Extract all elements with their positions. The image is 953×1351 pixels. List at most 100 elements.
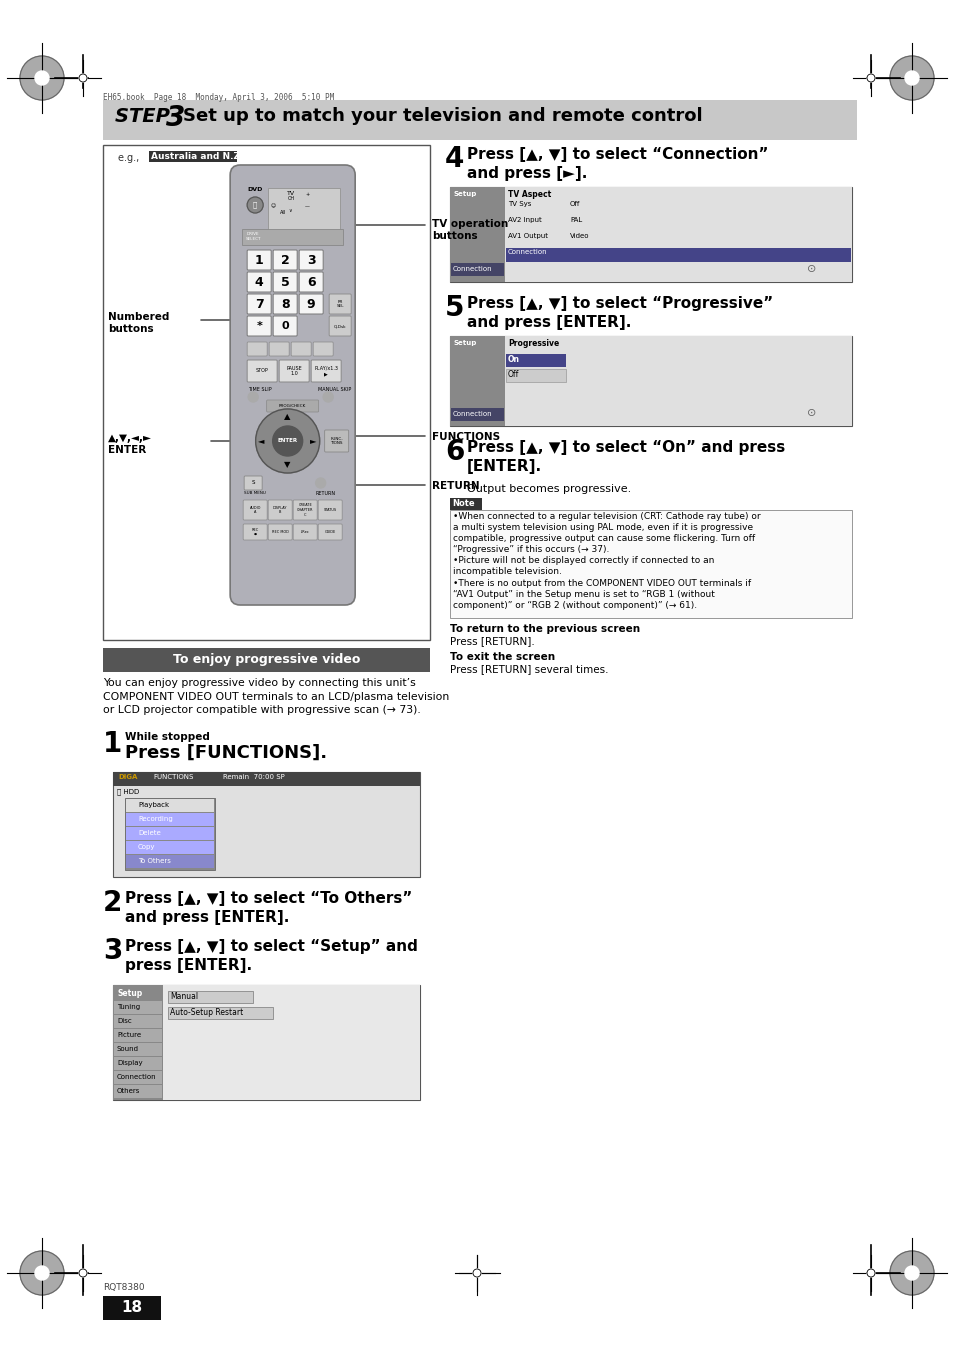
FancyBboxPatch shape xyxy=(242,230,343,245)
Circle shape xyxy=(35,1266,49,1279)
Text: TV Aspect: TV Aspect xyxy=(507,190,551,199)
Bar xyxy=(112,771,419,877)
FancyBboxPatch shape xyxy=(247,250,271,270)
Text: While stopped: While stopped xyxy=(125,732,210,742)
Text: 5: 5 xyxy=(280,276,289,289)
Text: STEP: STEP xyxy=(115,107,176,126)
FancyBboxPatch shape xyxy=(267,400,318,412)
Text: Connection: Connection xyxy=(507,249,547,255)
Bar xyxy=(450,186,504,282)
Text: GUIDE: GUIDE xyxy=(324,530,335,534)
Text: 6: 6 xyxy=(307,276,315,289)
Text: TV Sys: TV Sys xyxy=(507,201,531,207)
FancyBboxPatch shape xyxy=(273,272,296,292)
Text: All: All xyxy=(280,209,286,215)
Circle shape xyxy=(20,1251,64,1296)
Text: AV1 Output: AV1 Output xyxy=(507,232,547,239)
Text: RQT8380: RQT8380 xyxy=(103,1283,145,1292)
Text: Off: Off xyxy=(569,201,579,207)
Text: FUNC-
TIONS: FUNC- TIONS xyxy=(330,436,343,446)
Text: Setup: Setup xyxy=(454,190,476,197)
Text: Connection: Connection xyxy=(453,266,492,272)
Text: 4: 4 xyxy=(444,145,464,173)
Text: DRIVE: DRIVE xyxy=(246,232,258,236)
Text: To return to the previous screen: To return to the previous screen xyxy=(450,624,639,634)
FancyBboxPatch shape xyxy=(247,359,277,382)
Text: ENTER: ENTER xyxy=(277,439,297,443)
Circle shape xyxy=(79,74,87,82)
Text: STOP: STOP xyxy=(255,369,268,373)
Bar xyxy=(103,145,430,640)
Circle shape xyxy=(247,197,263,213)
FancyBboxPatch shape xyxy=(168,992,253,1002)
FancyBboxPatch shape xyxy=(299,295,323,313)
Bar xyxy=(504,186,851,282)
FancyBboxPatch shape xyxy=(244,476,262,490)
Text: ☺: ☺ xyxy=(270,203,275,207)
Text: Display: Display xyxy=(117,1061,143,1066)
Bar xyxy=(112,771,419,786)
Text: 1 Video: 1 Video xyxy=(569,249,596,255)
Text: S: S xyxy=(252,481,254,485)
Text: Tuning: Tuning xyxy=(117,1004,140,1011)
Text: 2: 2 xyxy=(103,889,122,917)
FancyBboxPatch shape xyxy=(168,1006,273,1019)
Text: Recording: Recording xyxy=(138,816,172,821)
Bar xyxy=(113,1043,162,1056)
Bar xyxy=(450,499,481,509)
Text: 7: 7 xyxy=(254,297,263,311)
FancyBboxPatch shape xyxy=(299,272,323,292)
Text: PLAY/x1.3
▶: PLAY/x1.3 ▶ xyxy=(314,366,337,377)
Text: Press [▲, ▼] to select “Setup” and
press [ENTER].: Press [▲, ▼] to select “Setup” and press… xyxy=(125,939,417,973)
Text: Australia and N.Z.: Australia and N.Z. xyxy=(151,153,243,161)
Text: ▲,▼,◄,►
ENTER: ▲,▼,◄,► ENTER xyxy=(108,434,152,454)
Bar xyxy=(113,1029,162,1042)
Bar xyxy=(451,263,503,276)
FancyBboxPatch shape xyxy=(324,430,348,453)
FancyBboxPatch shape xyxy=(313,342,333,357)
Text: STATUS: STATUS xyxy=(323,508,336,512)
Text: 4: 4 xyxy=(254,276,263,289)
Bar xyxy=(113,1071,162,1084)
Text: To Others: To Others xyxy=(138,858,171,865)
Text: ◄: ◄ xyxy=(258,436,265,446)
FancyBboxPatch shape xyxy=(273,316,296,336)
Text: Setup: Setup xyxy=(454,340,476,346)
Text: Set up to match your television and remote control: Set up to match your television and remo… xyxy=(183,107,702,126)
Text: Auto-Setup Restart: Auto-Setup Restart xyxy=(170,1008,243,1017)
Text: 2: 2 xyxy=(280,254,289,266)
FancyBboxPatch shape xyxy=(279,359,309,382)
Text: 3: 3 xyxy=(166,104,185,132)
Text: Press [▲, ▼] to select “Connection”
and press [►].: Press [▲, ▼] to select “Connection” and … xyxy=(467,147,768,181)
Text: Output becomes progressive.: Output becomes progressive. xyxy=(467,484,631,494)
Text: On: On xyxy=(507,355,519,363)
FancyBboxPatch shape xyxy=(268,524,292,540)
FancyBboxPatch shape xyxy=(230,165,355,605)
Text: 8: 8 xyxy=(280,297,289,311)
FancyBboxPatch shape xyxy=(273,250,296,270)
Text: Off: Off xyxy=(507,370,518,380)
FancyBboxPatch shape xyxy=(247,316,271,336)
FancyBboxPatch shape xyxy=(318,500,342,520)
Circle shape xyxy=(79,1269,87,1277)
Text: 1: 1 xyxy=(103,730,122,758)
Text: EH65.book  Page 18  Monday, April 3, 2006  5:10 PM: EH65.book Page 18 Monday, April 3, 2006 … xyxy=(103,93,334,101)
Text: REC MOD: REC MOD xyxy=(272,530,289,534)
Circle shape xyxy=(866,1269,874,1277)
Text: TIME SLIP: TIME SLIP xyxy=(248,386,272,392)
Text: Video: Video xyxy=(569,232,589,239)
Text: Manual: Manual xyxy=(170,992,198,1001)
Circle shape xyxy=(904,72,918,85)
Text: +: + xyxy=(305,192,309,197)
Text: PR
SEL: PR SEL xyxy=(336,300,343,308)
FancyBboxPatch shape xyxy=(311,359,341,382)
Text: Press [RETURN] several times.: Press [RETURN] several times. xyxy=(450,663,608,674)
Bar xyxy=(505,354,565,367)
Bar xyxy=(505,249,850,262)
Circle shape xyxy=(248,392,258,403)
FancyBboxPatch shape xyxy=(329,316,351,336)
Text: ▼: ▼ xyxy=(284,461,291,470)
Bar xyxy=(113,1001,162,1015)
Text: Press [▲, ▼] to select “On” and press
[ENTER].: Press [▲, ▼] to select “On” and press [E… xyxy=(467,440,784,474)
Text: —: — xyxy=(305,204,310,209)
